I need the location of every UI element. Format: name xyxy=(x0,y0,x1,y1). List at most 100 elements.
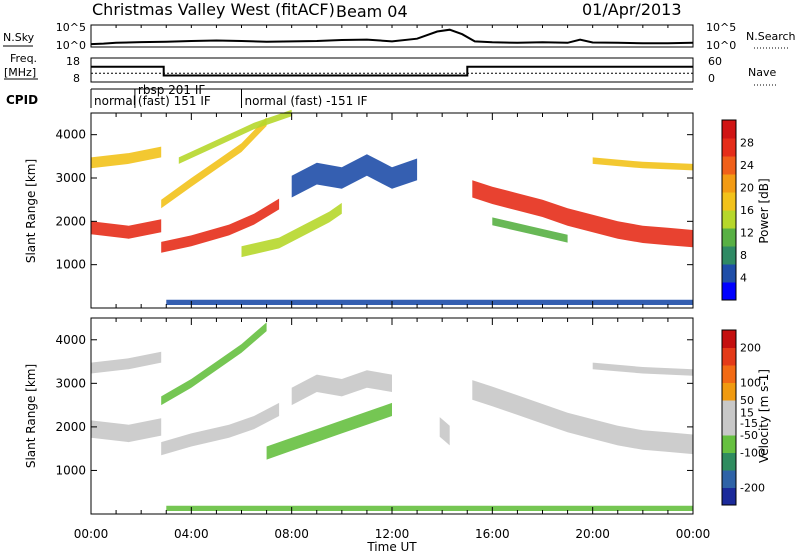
colorbar-tick-label: 28 xyxy=(740,137,754,150)
scatter-band xyxy=(91,146,162,169)
scatter-band xyxy=(291,154,418,198)
colorbar-tick-label: 50 xyxy=(740,394,754,407)
nsky-right-label: N.Search xyxy=(746,30,796,43)
scatter-band xyxy=(592,157,693,171)
colorbar-tick-label: 20 xyxy=(740,182,754,195)
x-tick-label: 12:00 xyxy=(375,527,410,541)
colorbar-swatch xyxy=(722,264,736,283)
y-tick-label: 3000 xyxy=(55,376,86,390)
colorbar-swatch xyxy=(722,138,736,157)
scatter-band xyxy=(91,351,162,374)
beam-label: Beam 04 xyxy=(336,2,408,21)
colorbar-swatch xyxy=(722,330,736,348)
cpid-segment-label: normal (fast) -151 IF xyxy=(245,94,368,108)
x-tick-label: 04:00 xyxy=(174,527,209,541)
y-tick-label: 4000 xyxy=(55,128,86,142)
station-title: Christmas Valley West (fitACF) xyxy=(92,0,335,19)
cpid-segment-label: (fast) 151 IF xyxy=(138,94,211,108)
colorbar-swatch xyxy=(722,174,736,193)
colorbar-tick-label: -100 xyxy=(740,447,765,460)
x-tick-label: 16:00 xyxy=(475,527,510,541)
colorbar-swatch xyxy=(722,452,736,471)
nsky-ytick-right-top: 10^5 xyxy=(706,21,736,34)
colorbar-swatch xyxy=(722,228,736,247)
velocity-ylabel: Slant Range [km] xyxy=(24,364,38,468)
y-tick-label: 2000 xyxy=(55,214,86,228)
scatter-band xyxy=(439,417,450,446)
colorbar-tick-label: 15 xyxy=(740,406,754,419)
freq-ytick-bottom: 8 xyxy=(73,72,80,85)
cpid-label: CPID xyxy=(6,93,38,107)
y-tick-label: 3000 xyxy=(55,171,86,185)
scatter-band xyxy=(91,418,162,443)
colorbar-swatch xyxy=(722,347,736,366)
colorbar-tick-label: 100 xyxy=(740,377,761,390)
colorbar-swatch xyxy=(722,400,736,418)
nsky-frame xyxy=(90,24,694,48)
colorbar-swatch xyxy=(722,282,736,301)
nave-ytick-top: 60 xyxy=(708,55,722,68)
colorbar-tick-label: 12 xyxy=(740,227,754,240)
power-frame xyxy=(90,112,694,309)
nsky-ytick-right-bottom: 10^0 xyxy=(706,39,736,52)
x-tick-label: 20:00 xyxy=(575,527,610,541)
freq-frame xyxy=(90,57,694,83)
colorbar-tick-label: 16 xyxy=(740,204,754,217)
colorbar-tick-label: 200 xyxy=(740,342,761,355)
y-tick-label: 1000 xyxy=(55,463,86,477)
cpid-segment-label: rbsp 201 IF xyxy=(138,83,205,97)
scatter-band xyxy=(472,380,693,455)
scatter-band xyxy=(166,299,694,305)
colorbar-swatch xyxy=(722,435,736,453)
power-colorbar-label: Power [dB] xyxy=(757,178,771,243)
scatter-band xyxy=(161,117,267,209)
cpid-segment-label: normal xyxy=(94,94,136,108)
nsky-ytick-bottom: 10^0 xyxy=(56,39,86,52)
colorbar-tick-label: -15 xyxy=(740,417,758,430)
colorbar-swatch xyxy=(722,246,736,265)
time-axis-label: Time UT xyxy=(366,540,417,554)
scatter-band xyxy=(592,362,693,376)
velocity-panel: 1000 2000 3000 4000 Slant Range [km] 200 100… xyxy=(24,317,771,554)
nsky-panel: N.Sky N.Search 10^5 10^0 10^5 10^0 xyxy=(3,21,796,52)
freq-ytick-top: 18 xyxy=(66,55,80,68)
x-tick-label: 08:00 xyxy=(274,527,309,541)
colorbar-swatch xyxy=(722,382,736,401)
freq-label-line2: [MHz] xyxy=(4,66,36,79)
scatter-band xyxy=(161,322,267,406)
velocity-colorbar-label: Velocity [m s-1] xyxy=(757,369,771,463)
scatter-band xyxy=(161,402,280,456)
power-panel: 1000 2000 3000 4000 Slant Range [km] 4 8 12 16… xyxy=(24,109,771,309)
freq-series-line xyxy=(91,65,693,77)
colorbar-swatch xyxy=(722,210,736,229)
scatter-band xyxy=(91,219,162,239)
nave-ytick-bottom: 0 xyxy=(708,72,715,85)
scatter-band xyxy=(161,198,280,253)
colorbar-tick-label: 8 xyxy=(740,249,747,262)
scatter-band xyxy=(241,202,342,258)
colorbar-swatch xyxy=(722,417,736,436)
nsky-left-label: N.Sky xyxy=(3,31,35,44)
freq-panel: Freq. [MHz] Nave 18 8 60 0 xyxy=(4,52,778,86)
y-tick-label: 1000 xyxy=(55,258,86,272)
scatter-band xyxy=(291,370,392,406)
date-label: 01/Apr/2013 xyxy=(582,0,682,19)
nave-label: Nave xyxy=(748,66,776,79)
y-tick-label: 4000 xyxy=(55,333,86,347)
scatter-band xyxy=(166,505,694,511)
colorbar-swatch xyxy=(722,470,736,488)
colorbar-swatch xyxy=(722,120,736,139)
scatter-band xyxy=(492,217,568,243)
colorbar-tick-label: 4 xyxy=(740,272,747,285)
colorbar-tick-label: -50 xyxy=(740,429,758,442)
colorbar-swatch xyxy=(722,156,736,175)
freq-label-line1: Freq. xyxy=(10,52,37,65)
colorbar-tick-label: 24 xyxy=(740,159,754,172)
power-ylabel: Slant Range [km] xyxy=(24,159,38,263)
nsky-ytick-top: 10^5 xyxy=(56,21,86,34)
x-tick-label: 00:00 xyxy=(676,527,711,541)
y-tick-label: 2000 xyxy=(55,420,86,434)
colorbar-swatch xyxy=(722,192,736,211)
